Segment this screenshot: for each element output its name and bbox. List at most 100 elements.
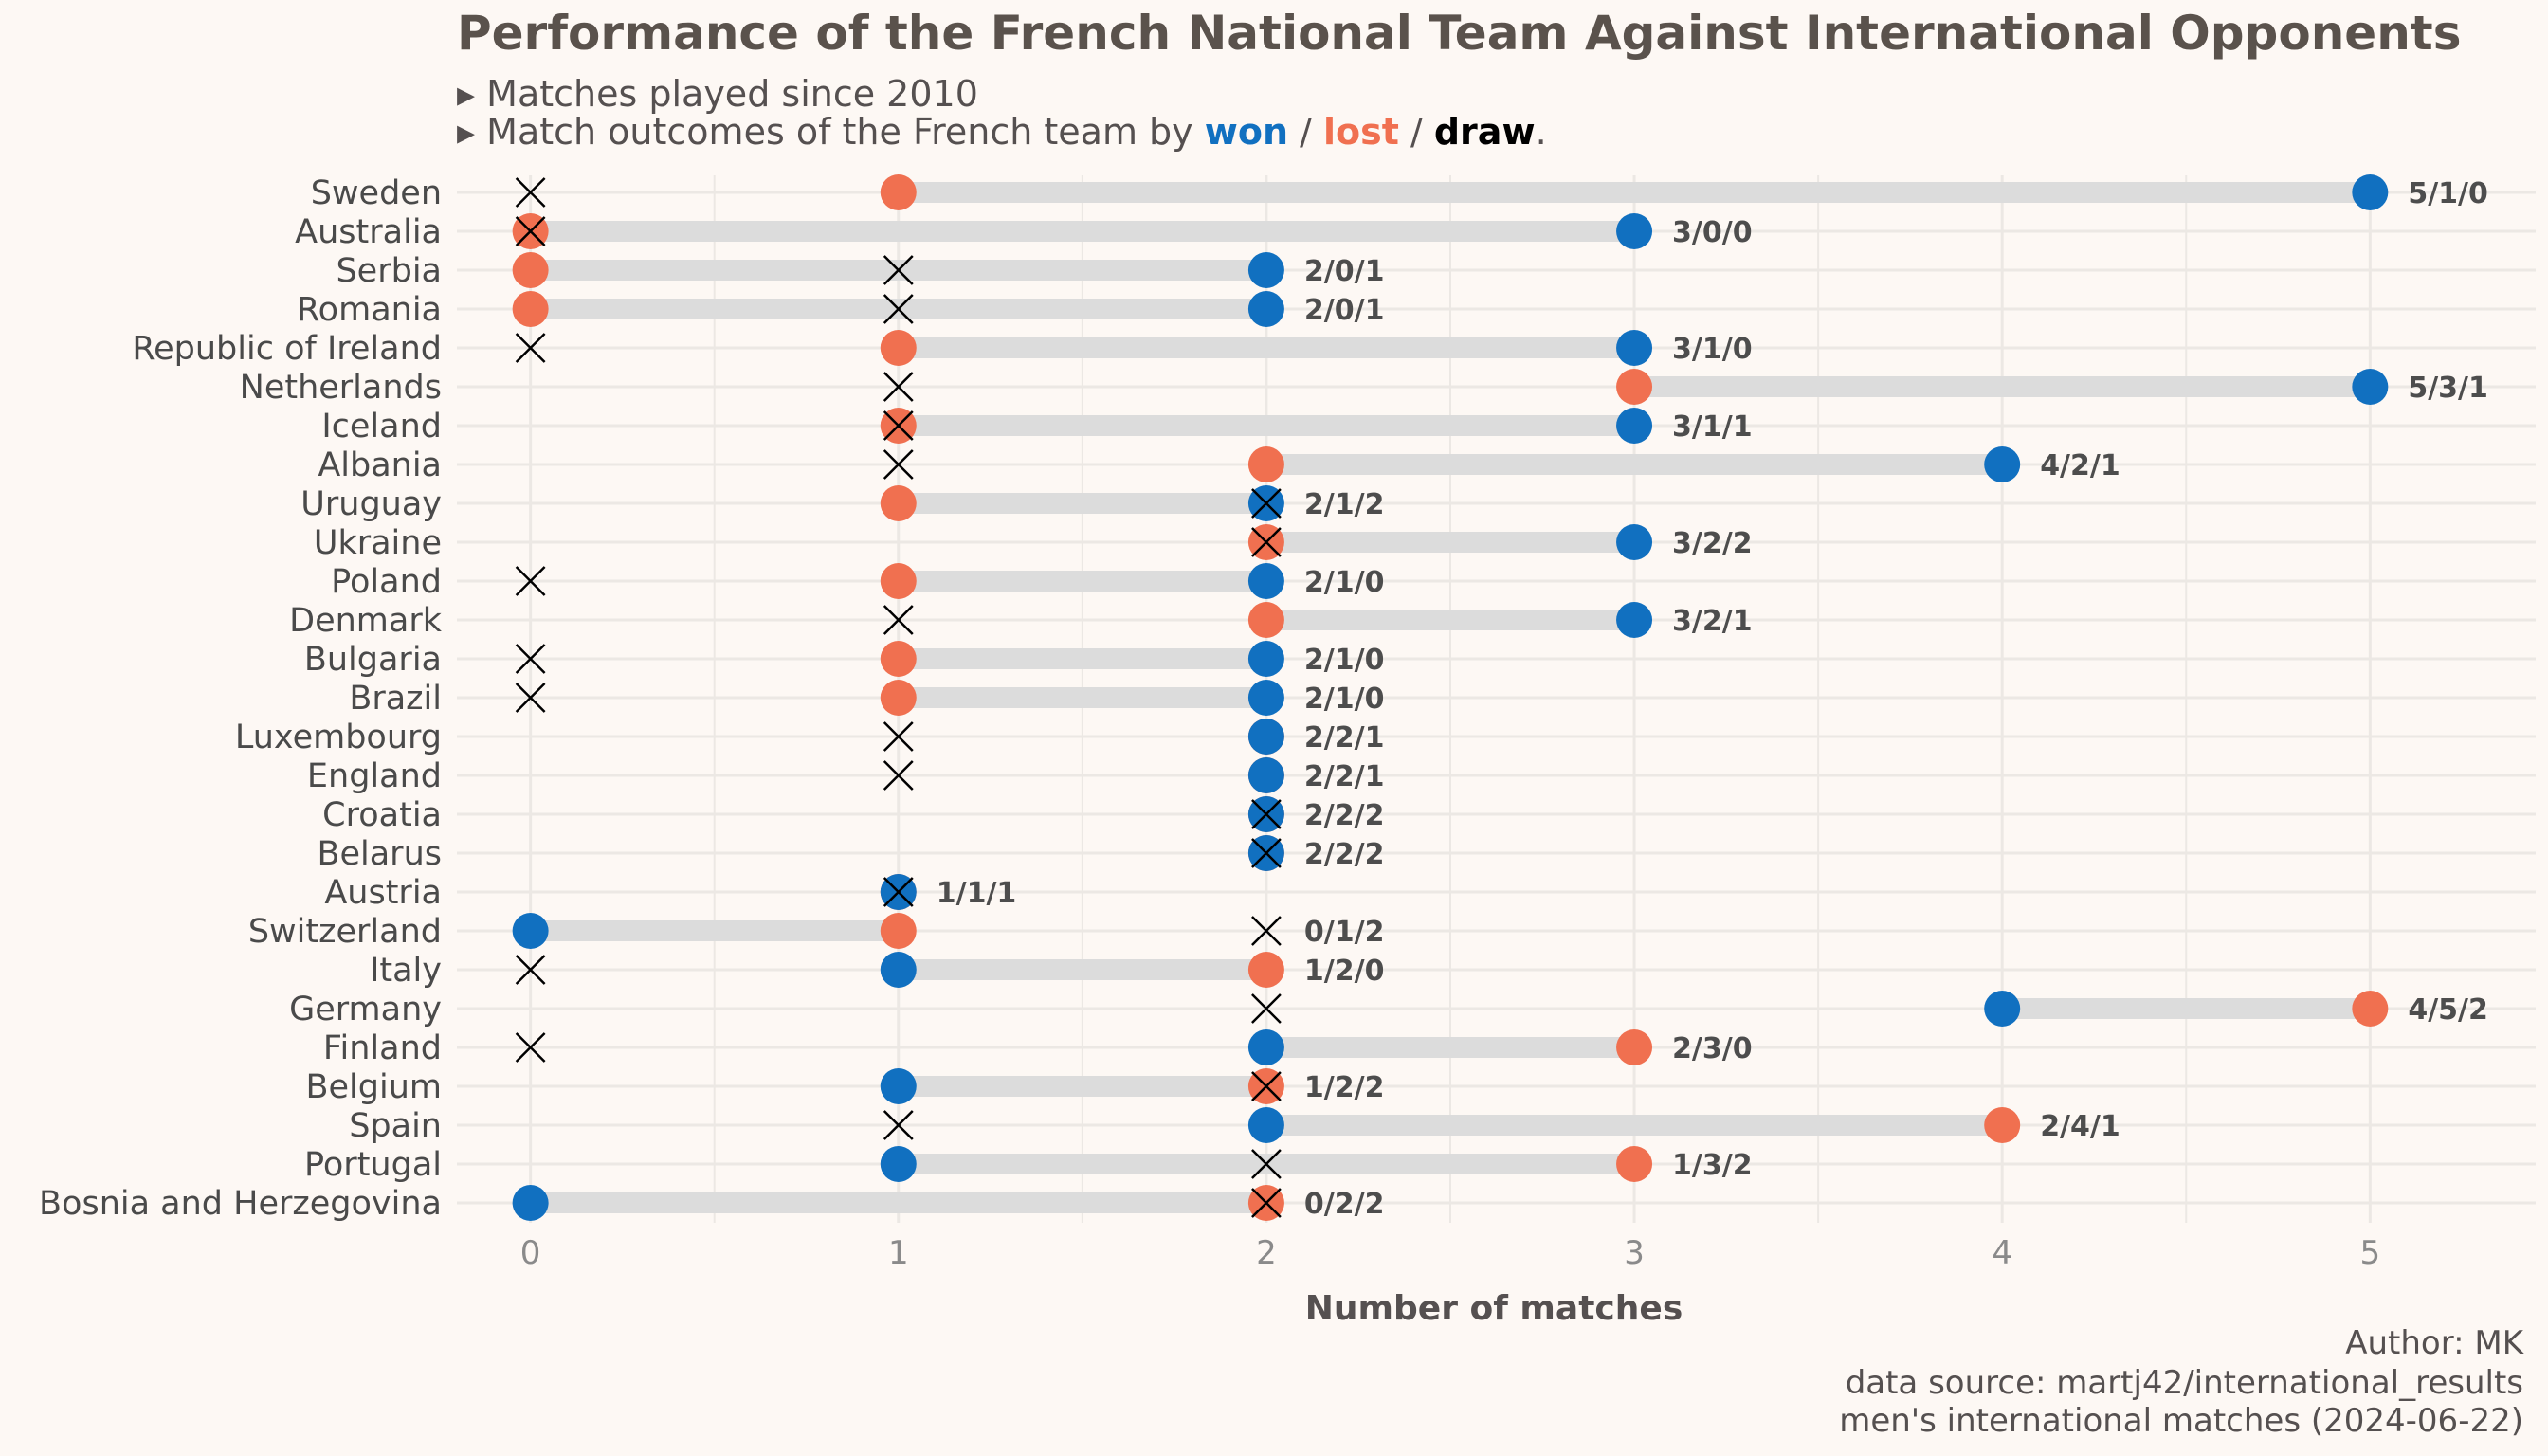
won-point [1984, 991, 2021, 1027]
markers [512, 174, 2389, 1221]
won-point [1616, 213, 1653, 249]
draw-point [515, 216, 546, 246]
country-label: Uruguay [300, 485, 442, 523]
won-point [1616, 602, 1653, 638]
lost-point [880, 913, 917, 949]
draw-point [1251, 916, 1282, 946]
country-label: Ukraine [314, 524, 442, 562]
draw-point [883, 721, 914, 752]
draw-point [515, 682, 546, 713]
lost-point [1616, 1146, 1653, 1182]
won-point [512, 913, 549, 949]
value-label: 3/1/1 [1672, 410, 1753, 444]
legend-won: won [1205, 111, 1288, 153]
lost-point [512, 252, 549, 288]
country-label: Albania [318, 446, 442, 484]
country-label: Belarus [317, 835, 442, 873]
x-tick-label: 0 [520, 1234, 541, 1272]
legend-separator-1: / [1288, 111, 1323, 153]
won-point [880, 1068, 917, 1104]
draw-point [1251, 838, 1282, 868]
caption-author: Author: MK [2345, 1324, 2524, 1362]
legend-lost: lost [1323, 111, 1399, 153]
country-label: Finland [323, 1029, 442, 1067]
lost-point [880, 485, 917, 521]
value-label: 4/2/1 [2040, 449, 2120, 482]
country-label: Republic of Ireland [132, 330, 442, 368]
country-label: Australia [295, 213, 442, 251]
won-point [1616, 408, 1653, 444]
lost-point [1616, 369, 1653, 405]
draw-point [1251, 1149, 1282, 1179]
value-label: 1/2/2 [1304, 1071, 1385, 1104]
won-point [1247, 1107, 1284, 1143]
country-label: Belgium [306, 1068, 443, 1106]
country-label: Bulgaria [304, 641, 442, 679]
value-label: 2/4/1 [2040, 1110, 2120, 1143]
value-label: 2/1/0 [1304, 682, 1385, 716]
value-label: 2/2/2 [1304, 838, 1385, 871]
won-point [1616, 524, 1653, 560]
country-label: England [307, 757, 442, 795]
x-tick-label: 5 [2360, 1234, 2381, 1272]
legend-draw: draw [1434, 111, 1536, 153]
draw-point [515, 566, 546, 596]
country-label: Sweden [311, 174, 442, 212]
won-point [1247, 291, 1284, 327]
won-point [1247, 563, 1284, 599]
lost-point [880, 680, 917, 716]
subtitle-2-prefix: ▸ Match outcomes of the French team by [457, 111, 1205, 153]
lost-point [512, 291, 549, 327]
country-label: Denmark [289, 602, 443, 640]
range-bars [530, 182, 2371, 1213]
lost-point [1984, 1107, 2021, 1143]
won-point [1247, 757, 1284, 793]
won-point [2352, 369, 2389, 405]
won-point [880, 1146, 917, 1182]
draw-point [1251, 993, 1282, 1024]
country-label: Spain [349, 1107, 442, 1145]
won-point [1247, 1029, 1284, 1065]
x-tick-label: 2 [1256, 1234, 1277, 1272]
lost-point [2352, 991, 2389, 1027]
x-tick-label: 1 [888, 1234, 909, 1272]
won-point [1247, 719, 1284, 755]
value-label: 2/0/1 [1304, 294, 1385, 327]
value-label: 1/2/0 [1304, 955, 1385, 988]
draw-point [1251, 527, 1282, 557]
won-point [2352, 174, 2389, 210]
country-label: Netherlands [240, 369, 442, 407]
value-label: 2/1/0 [1304, 644, 1385, 677]
value-label: 3/2/1 [1672, 605, 1753, 638]
draw-point [883, 877, 914, 907]
draw-point [883, 372, 914, 402]
draw-point [515, 955, 546, 985]
value-label: 2/1/0 [1304, 566, 1385, 599]
value-label: 3/2/2 [1672, 527, 1753, 560]
draw-point [515, 644, 546, 674]
country-label: Switzerland [248, 913, 442, 951]
value-label: 2/2/2 [1304, 799, 1385, 832]
caption-note: men's international matches (2024-06-22) [1839, 1402, 2523, 1440]
lost-point [880, 641, 917, 677]
grid-layer [457, 175, 2536, 1223]
draw-point [883, 449, 914, 480]
caption-source: data source: martj42/international_resul… [1846, 1364, 2523, 1402]
value-label: 5/1/0 [2408, 177, 2488, 210]
value-label: 3/0/0 [1672, 216, 1753, 249]
value-label: 2/2/1 [1304, 760, 1385, 793]
country-label: Italy [370, 952, 442, 990]
value-label: 2/2/1 [1304, 721, 1385, 755]
draw-point [883, 1110, 914, 1140]
draw-point [883, 410, 914, 441]
country-label: Romania [297, 291, 442, 329]
draw-point [515, 1032, 546, 1063]
value-label: 2/0/1 [1304, 255, 1385, 288]
country-label: Serbia [336, 252, 442, 290]
won-point [1247, 680, 1284, 716]
country-label: Bosnia and Herzegovina [39, 1185, 442, 1223]
value-label: 1/3/2 [1672, 1149, 1753, 1182]
chart-subtitle-2: ▸ Match outcomes of the French team by w… [457, 111, 1547, 153]
value-label: 5/3/1 [2408, 372, 2488, 405]
